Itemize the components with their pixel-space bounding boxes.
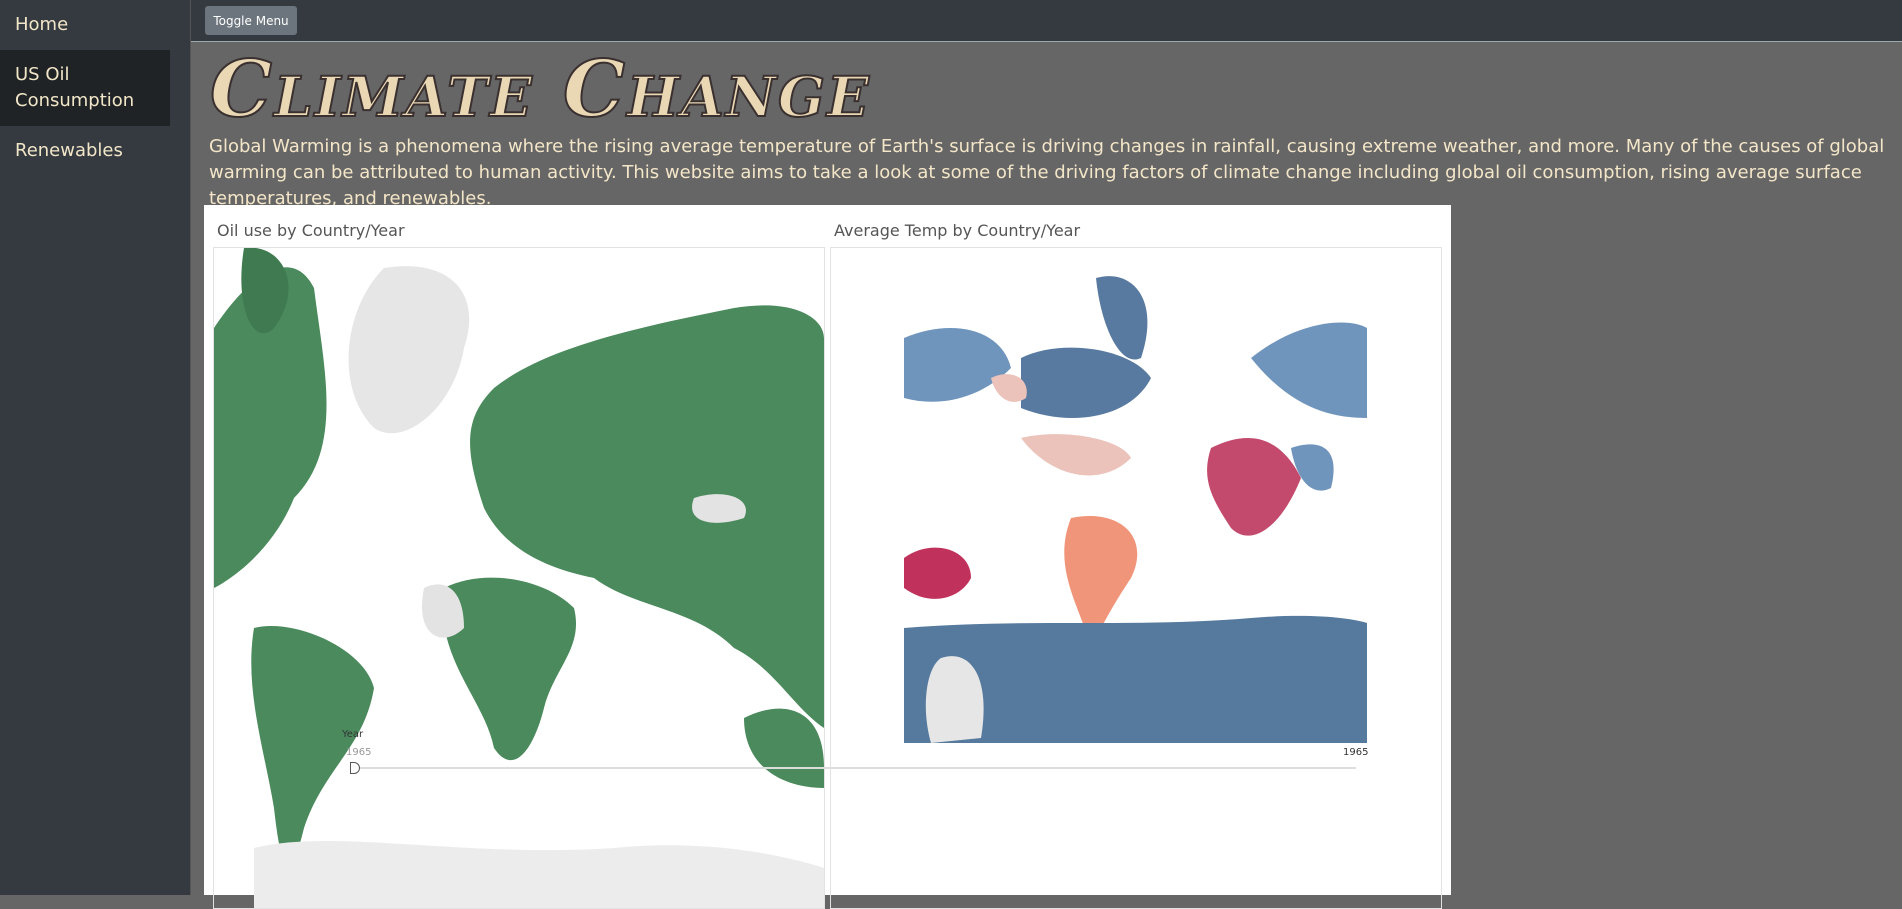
- map-region: [991, 374, 1027, 402]
- map-region: [692, 494, 746, 523]
- map-region: [241, 248, 289, 334]
- intro-text: Global Warming is a phenomena where the …: [209, 136, 1885, 209]
- map-region: [214, 267, 327, 588]
- map-region: [904, 328, 1011, 402]
- map-region: [1021, 347, 1151, 418]
- map-region: [1251, 322, 1367, 418]
- map-region: [251, 626, 374, 867]
- map-region: [1021, 434, 1131, 476]
- map-region: [1096, 276, 1148, 360]
- temp-map: [904, 276, 1367, 753]
- nav-link[interactable]: US Oil Consumption: [0, 50, 170, 126]
- map-region: [470, 305, 824, 728]
- panel-title: Average Temp by Country/Year: [834, 221, 1081, 240]
- topbar: Toggle Menu: [191, 0, 1902, 42]
- map-region: [1291, 444, 1334, 491]
- slider-track[interactable]: [354, 767, 1356, 769]
- slider-max: 1965: [1343, 747, 1369, 758]
- map-region: [254, 840, 824, 908]
- map-frame: [830, 247, 1442, 909]
- map-frame: [213, 247, 825, 909]
- slider-label: Year: [342, 729, 364, 740]
- map-region: [904, 547, 971, 599]
- sidebar: Home US Oil Consumption Renewables: [0, 0, 191, 895]
- map-region: [904, 615, 1367, 743]
- nav-link[interactable]: Home: [15, 14, 69, 35]
- slider-min: 1965: [346, 747, 372, 758]
- map-region: [1207, 438, 1301, 536]
- panel-title: Oil use by Country/Year: [217, 221, 405, 240]
- map-region: [925, 656, 984, 743]
- page-title: Climate Change: [209, 43, 871, 136]
- nav-link[interactable]: Renewables: [15, 140, 123, 161]
- map-region: [348, 266, 470, 434]
- map-region: [422, 584, 464, 638]
- toggle-button[interactable]: Toggle Menu: [205, 6, 297, 35]
- slider-handle[interactable]: [350, 762, 360, 774]
- map-region: [1064, 516, 1138, 648]
- map-region: [744, 708, 824, 788]
- dashboard: Oil use by Country/Year Average Temp by …: [204, 205, 1451, 909]
- oil-map: [214, 248, 824, 908]
- map-region: [442, 577, 577, 761]
